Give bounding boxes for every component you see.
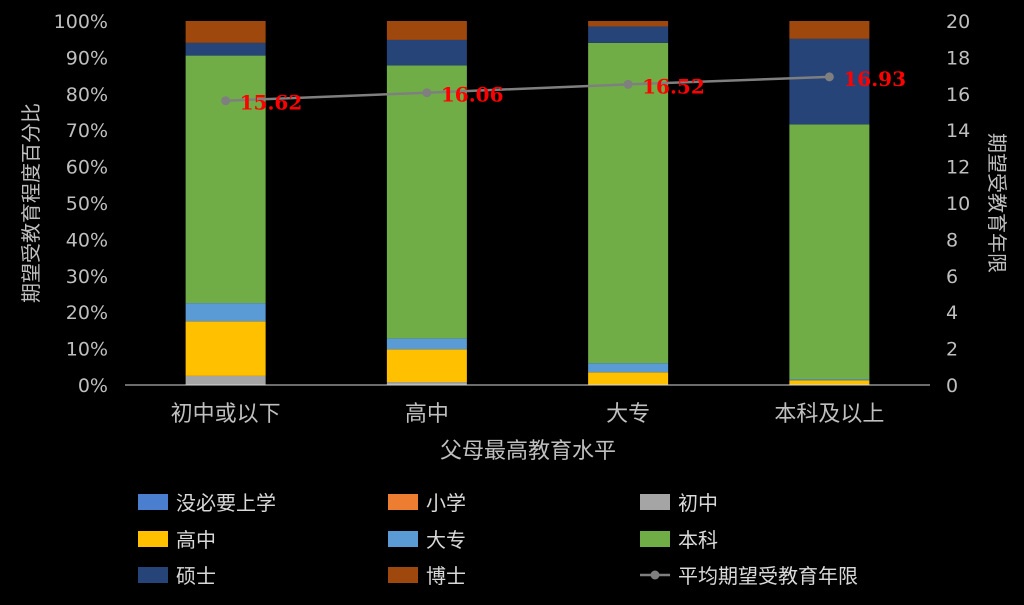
left-y-tick-label: 90% bbox=[66, 47, 108, 69]
x-tick-label: 高中 bbox=[405, 402, 449, 427]
legend-label: 高中 bbox=[176, 528, 216, 552]
left-y-tick-label: 80% bbox=[66, 84, 108, 106]
legend-label: 本科 bbox=[678, 528, 718, 552]
bar-segment bbox=[789, 21, 870, 39]
left-y-tick-label: 40% bbox=[66, 229, 108, 251]
legend-label: 大专 bbox=[426, 528, 466, 552]
left-y-axis-title: 期望受教育程度百分比 bbox=[19, 103, 43, 303]
legend-label: 初中 bbox=[678, 491, 718, 515]
bar-segment bbox=[386, 349, 467, 383]
bar-segment bbox=[789, 379, 870, 381]
average-line-point bbox=[824, 72, 834, 82]
average-value-label: 16.06 bbox=[441, 83, 504, 107]
bar-segment bbox=[588, 21, 669, 27]
right-y-tick-label: 20 bbox=[946, 11, 970, 33]
bar-segment bbox=[185, 375, 266, 385]
legend-label: 没必要上学 bbox=[176, 491, 276, 515]
x-tick-label: 本科及以上 bbox=[774, 402, 884, 427]
bar-segment bbox=[789, 38, 870, 125]
right-y-tick-label: 18 bbox=[946, 47, 970, 69]
left-y-tick-label: 60% bbox=[66, 157, 108, 179]
left-y-tick-label: 70% bbox=[66, 120, 108, 142]
right-y-tick-label: 16 bbox=[946, 84, 970, 106]
bar-segment bbox=[185, 321, 266, 376]
legend-label: 平均期望受教育年限 bbox=[678, 564, 858, 588]
bar-segment bbox=[185, 303, 266, 322]
x-tick-label: 初中或以下 bbox=[171, 402, 281, 427]
bar-stacks bbox=[185, 21, 870, 385]
average-value-label: 16.93 bbox=[843, 67, 906, 91]
legend-swatch bbox=[388, 531, 418, 547]
right-y-tick-label: 8 bbox=[946, 229, 958, 251]
legend-swatch bbox=[388, 567, 418, 583]
left-y-tick-label: 30% bbox=[66, 266, 108, 288]
legend-swatch bbox=[388, 494, 418, 510]
bar-segment bbox=[588, 26, 669, 43]
bar-segment bbox=[789, 124, 870, 380]
legend-label: 硕士 bbox=[176, 564, 216, 588]
average-line-path bbox=[225, 75, 830, 102]
right-y-axis-ticks: 0 2 4 6 8 10 12 14 16 18 20 bbox=[946, 11, 970, 397]
right-y-tick-label: 2 bbox=[946, 339, 958, 361]
left-y-tick-label: 100% bbox=[54, 11, 108, 33]
bar-segment bbox=[588, 372, 669, 385]
left-y-tick-label: 50% bbox=[66, 193, 108, 215]
right-y-axis-title: 期望受教育年限 bbox=[985, 133, 1009, 273]
average-line-point bbox=[221, 96, 231, 106]
bar-segment bbox=[588, 363, 669, 373]
legend-swatch bbox=[640, 494, 670, 510]
right-y-tick-label: 6 bbox=[946, 266, 958, 288]
legend-swatch bbox=[138, 494, 168, 510]
average-value-label: 15.62 bbox=[240, 91, 303, 115]
bar-segment bbox=[185, 42, 266, 56]
legend-swatch bbox=[640, 531, 670, 547]
legend-label: 小学 bbox=[426, 491, 466, 515]
bar-segment bbox=[386, 65, 467, 339]
left-y-tick-label: 0% bbox=[78, 375, 108, 397]
average-line-point bbox=[623, 79, 633, 89]
legend-swatch bbox=[138, 567, 168, 583]
bar-segment bbox=[588, 42, 669, 364]
left-y-tick-label: 10% bbox=[66, 339, 108, 361]
x-axis-title: 父母最高教育水平 bbox=[440, 439, 616, 464]
right-y-tick-label: 10 bbox=[946, 193, 970, 215]
average-value-label: 16.52 bbox=[642, 74, 705, 98]
bar-segment bbox=[386, 39, 467, 66]
right-y-tick-label: 4 bbox=[946, 302, 958, 324]
bar-segment bbox=[185, 21, 266, 43]
bar-segment bbox=[789, 380, 870, 385]
x-axis-ticks: 初中或以下 高中 大专 本科及以上 bbox=[171, 402, 885, 427]
legend-line-marker bbox=[650, 570, 660, 580]
average-years-line: 15.62 16.06 16.52 16.93 bbox=[221, 67, 906, 115]
right-y-tick-label: 14 bbox=[946, 120, 970, 142]
average-line-point bbox=[422, 88, 432, 98]
right-y-tick-label: 0 bbox=[946, 375, 958, 397]
bar-segment bbox=[386, 382, 467, 385]
left-y-axis-ticks: 0% 10% 20% 30% 40% 50% 60% 70% 80% 90% 100% bbox=[54, 11, 108, 397]
x-tick-label: 大专 bbox=[606, 402, 650, 427]
legend-swatch bbox=[138, 531, 168, 547]
bar-segment bbox=[386, 338, 467, 350]
left-y-tick-label: 20% bbox=[66, 302, 108, 324]
legend-label: 博士 bbox=[426, 564, 466, 588]
right-y-tick-label: 12 bbox=[946, 157, 970, 179]
bar-segment bbox=[386, 21, 467, 40]
